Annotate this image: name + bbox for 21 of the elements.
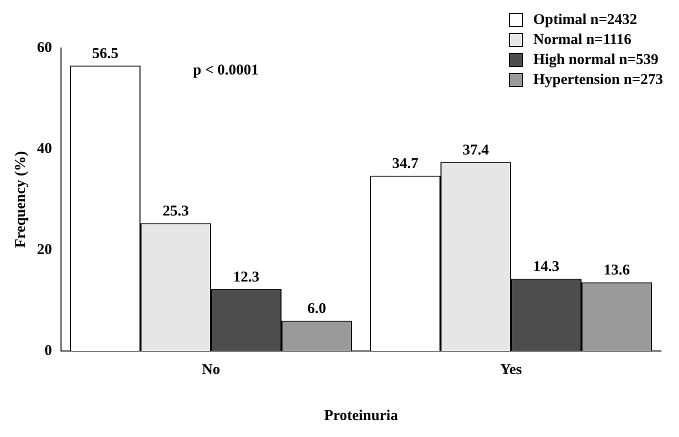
y-tick-label: 60 <box>37 40 52 56</box>
data-label: 34.7 <box>392 156 419 172</box>
data-label: 25.3 <box>162 204 189 220</box>
data-label: 56.5 <box>92 46 118 62</box>
y-tick-label: 20 <box>37 242 52 258</box>
y-axis-title: Frequency (%) <box>12 151 29 248</box>
data-label: 6.0 <box>307 301 326 318</box>
x-axis-title: Proteinuria <box>324 408 398 424</box>
data-label: 37.4 <box>462 142 490 159</box>
legend-label: Normal n=1116 <box>533 31 632 50</box>
annotation: p < 0.0001 <box>193 62 259 78</box>
y-tick-label: 40 <box>37 140 52 157</box>
y-tick-label: 0 <box>44 342 52 359</box>
legend-label: High normal n=539 <box>533 51 658 70</box>
data-label: 13.6 <box>604 262 630 279</box>
legend-label: Hypertension n=273 <box>533 71 663 90</box>
legend-label: Optimal n=2432 <box>533 11 638 30</box>
data-label: 12.3 <box>233 269 260 286</box>
x-tick-label: No <box>202 362 220 378</box>
data-label: 14.3 <box>533 259 560 276</box>
x-tick-label: Yes <box>500 362 522 378</box>
